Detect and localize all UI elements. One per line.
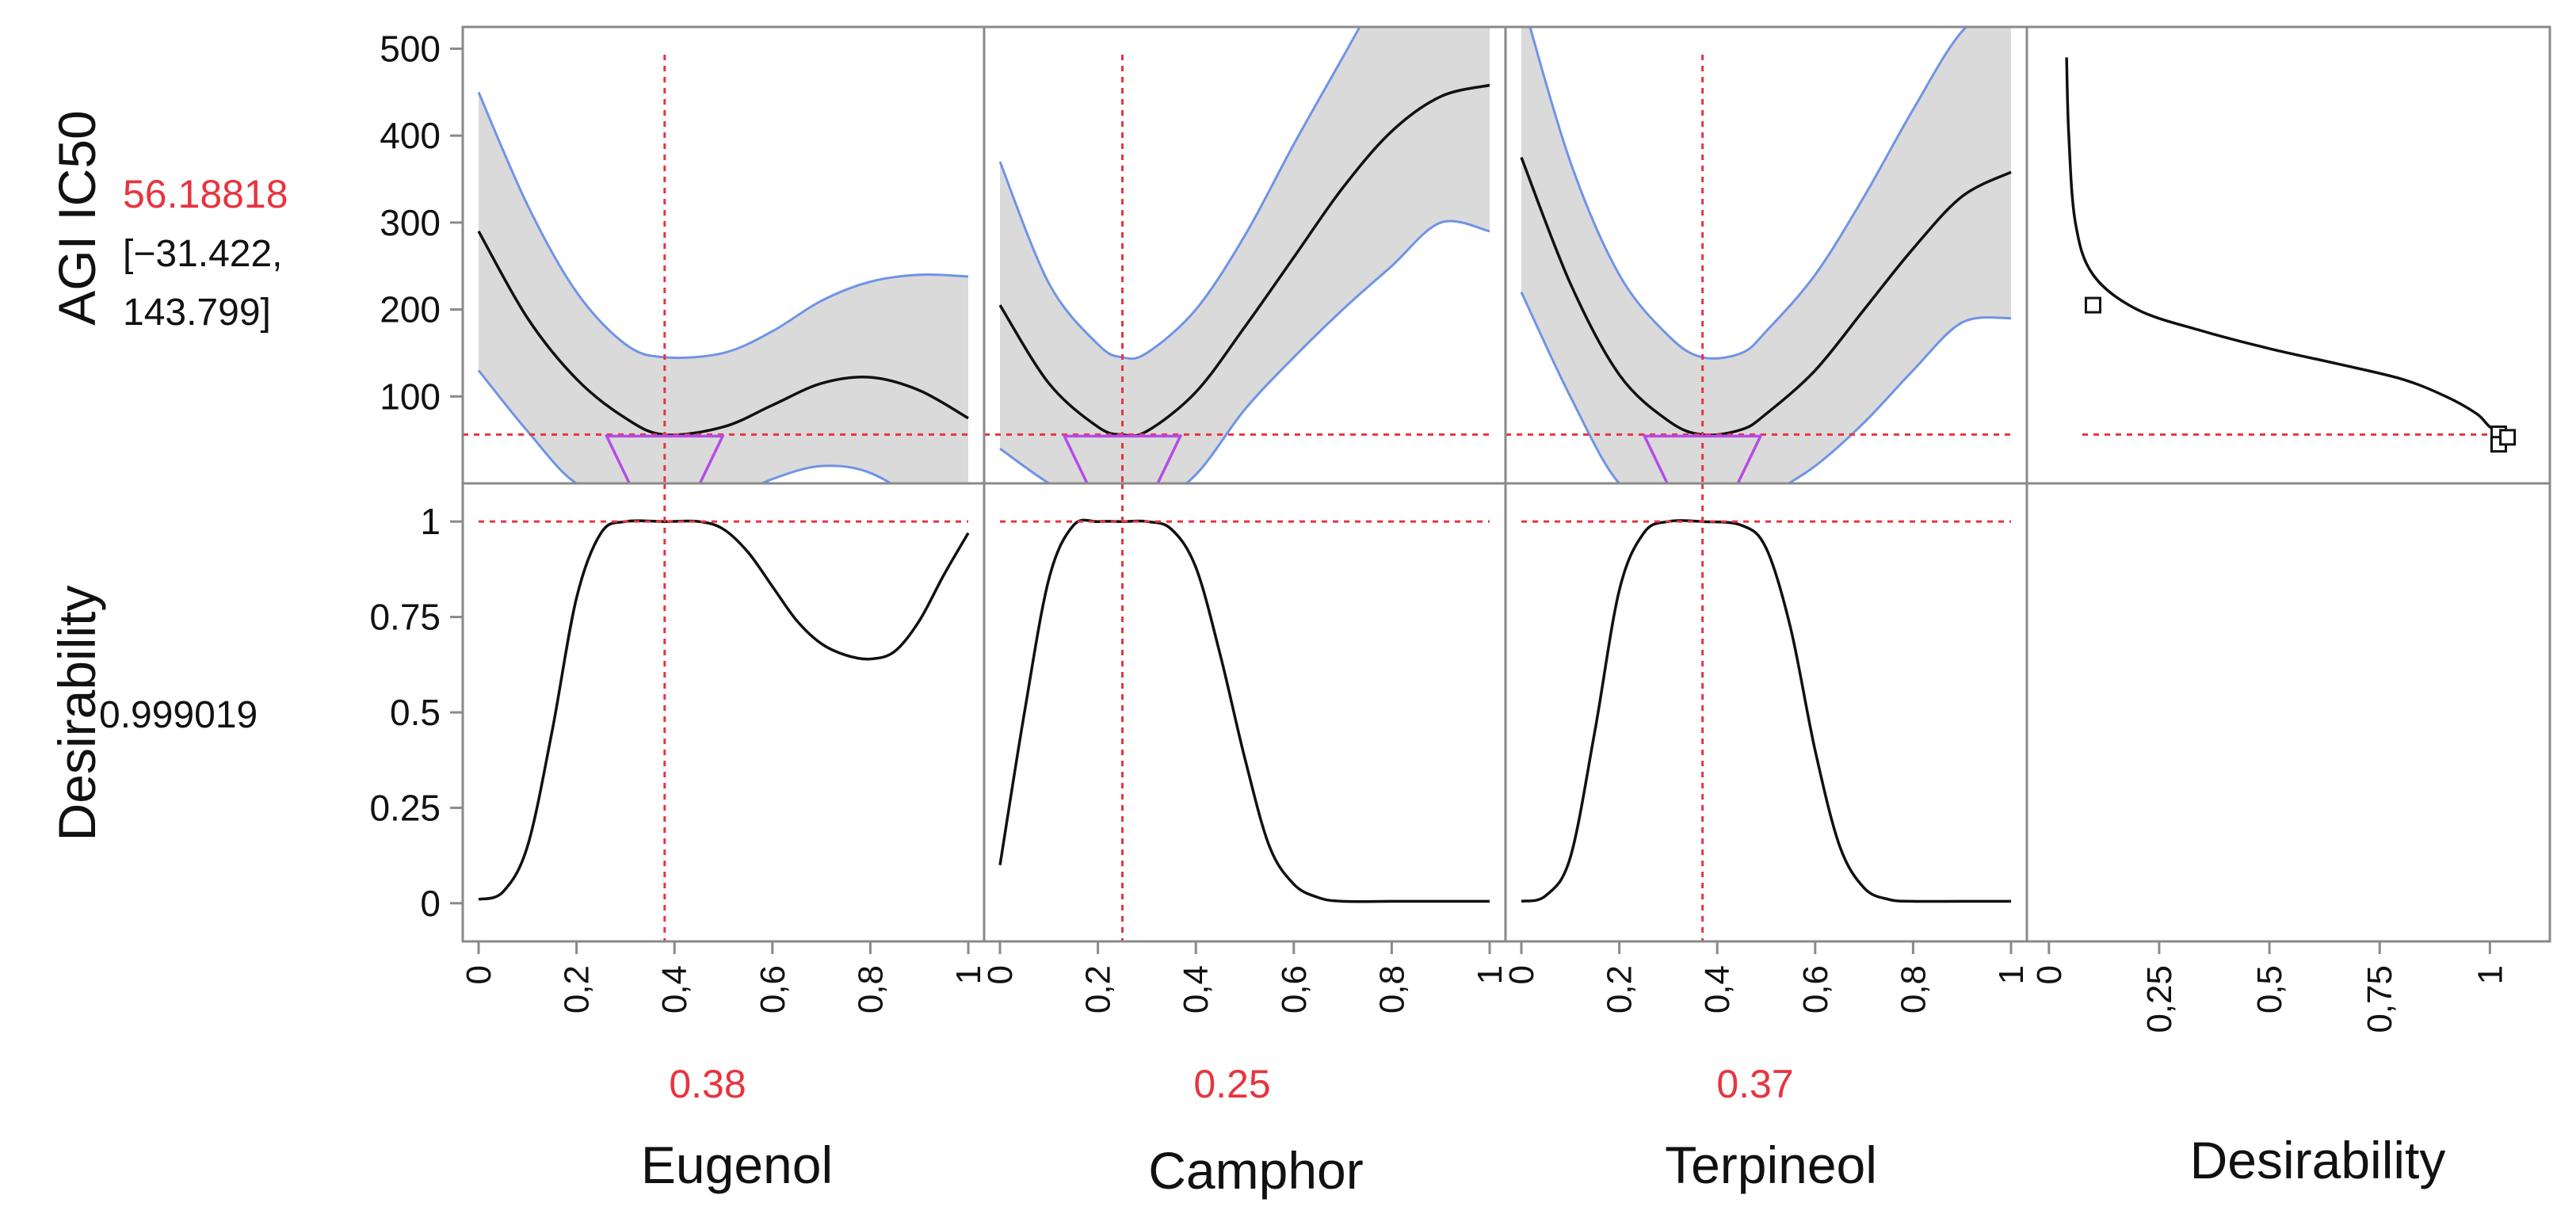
x-tick-label: 0,4: [1177, 965, 1215, 1014]
x-axis-ticks-terpineol: 0 0,2 0,4 0,6 0,8 1: [1502, 941, 2031, 1014]
x-axis-ticks-desirability: 0 0,25 0,5 0,75 1: [2030, 941, 2509, 1033]
x-tick-label: 0: [1502, 965, 1541, 984]
desirability-curve-eugenol: [478, 519, 970, 901]
frame-empty: [2025, 482, 2551, 943]
upper-ci-line-camphor: [998, 27, 1361, 361]
x-axis-title-desirability: Desirability: [2190, 1131, 2446, 1189]
desirability-function-panel: [2065, 57, 2517, 453]
x-tick-label: 0,8: [1372, 965, 1411, 1014]
y-tick-label: 500: [380, 28, 441, 69]
panel-bg-empty: [2027, 483, 2550, 941]
upper-ci-line-terpineol: [1528, 27, 1968, 360]
response-panel-camphor: [984, 27, 1490, 483]
response-ci-upper: 143.799]: [123, 292, 271, 334]
x-tick-label: 1: [1471, 965, 1509, 984]
confidence-band-eugenol: [479, 92, 968, 483]
desirability-handle-marker[interactable]: [2084, 296, 2101, 314]
x-tick-label: 0,75: [2360, 965, 2399, 1033]
panel-bg-desirability-eugenol: [463, 483, 984, 941]
x-tick-label: 0,6: [754, 965, 792, 1014]
x-tick-label: 0,6: [1796, 965, 1835, 1014]
response-ci-lower: [−31.422,: [123, 233, 283, 275]
x-tick-label: 0,2: [1601, 965, 1639, 1014]
desirability-panel-terpineol: [1521, 483, 2011, 941]
panel-bg-desirability-terpineol: [1506, 483, 2027, 941]
desirability-curve-terpineol: [1521, 519, 2011, 903]
x-tick-label: 0,4: [1698, 965, 1737, 1014]
response-curve-camphor: [998, 83, 1490, 437]
target-interval-marker-terpineol: [1642, 433, 1763, 483]
desirability-handle-marker[interactable]: [2499, 429, 2517, 446]
response-panel-terpineol: [1506, 27, 2012, 483]
x-tick-label: 0,2: [558, 965, 597, 1014]
desirability-panel-camphor: [998, 483, 1490, 941]
row-title-desirability: Desirability: [48, 586, 106, 842]
y-tick-label: 100: [380, 376, 441, 417]
desirability-function-curve: [2065, 57, 2504, 436]
x-tick-label: 1: [2471, 965, 2509, 984]
panel-bg-response-desirability: [2027, 27, 2550, 483]
response-current-value: 56.18818: [123, 172, 288, 216]
x-tick-label: 0,4: [655, 965, 694, 1014]
x-axis-title-camphor: Camphor: [1148, 1141, 1363, 1200]
x-tick-label: 0: [2030, 965, 2069, 984]
lower-ci-line-camphor: [999, 220, 1490, 483]
x-tick-label: 0,5: [2250, 965, 2289, 1014]
y-tick-label: 0.75: [369, 597, 441, 638]
lower-ci-line-terpineol: [1520, 291, 2012, 483]
setting-value-terpineol: 0.37: [1716, 1062, 1793, 1106]
setting-value-camphor: 0.25: [1193, 1062, 1270, 1106]
y-tick-label: 400: [380, 115, 441, 156]
y-axis-ticks-desirability: 0 0.25 0.5 0.75 1: [369, 501, 463, 924]
target-interval-marker-camphor: [1062, 433, 1183, 483]
x-axis-title-terpineol: Terpineol: [1665, 1136, 1877, 1194]
x-axis-title-eugenol: Eugenol: [641, 1136, 833, 1194]
x-tick-label: 0: [981, 965, 1020, 984]
x-tick-label: 0,8: [851, 965, 890, 1014]
x-axis-ticks-eugenol: 0 0,2 0,4 0,6 0,8 1: [460, 941, 988, 1014]
y-tick-label: 0: [420, 883, 441, 924]
x-axis-ticks-camphor: 0 0,2 0,4 0,6 0,8 1: [981, 941, 1509, 1014]
panel-bg-desirability-camphor: [984, 483, 1506, 941]
desirability-curve-camphor: [998, 518, 1490, 903]
x-tick-label: 0,6: [1275, 965, 1314, 1014]
x-tick-label: 1: [949, 965, 988, 984]
target-interval-marker-eugenol: [605, 433, 725, 483]
confidence-band-terpineol: [1521, 27, 2011, 483]
x-tick-label: 0,2: [1079, 965, 1118, 1014]
y-tick-label: 0.5: [390, 692, 441, 733]
setting-value-eugenol: 0.38: [669, 1062, 746, 1106]
y-axis-ticks-response: 100 200 300 400 500: [380, 28, 463, 417]
desirability-current-value: 0.999019: [99, 694, 258, 736]
response-curve-eugenol: [477, 230, 969, 437]
x-tick-label: 0,25: [2140, 965, 2179, 1033]
response-curve-terpineol: [1520, 156, 2012, 437]
y-tick-label: 200: [380, 289, 441, 330]
row-title-agi-ic50: AGI IC50: [48, 110, 106, 325]
desirability-panel-eugenol: [478, 483, 970, 941]
y-tick-label: 1: [420, 501, 441, 542]
upper-ci-line-eugenol: [477, 91, 969, 360]
x-tick-label: 0,8: [1894, 965, 1933, 1014]
x-tick-label: 0: [460, 965, 498, 984]
y-tick-label: 300: [380, 202, 441, 243]
y-tick-label: 0.25: [369, 787, 441, 828]
x-tick-label: 1: [1992, 965, 2031, 984]
